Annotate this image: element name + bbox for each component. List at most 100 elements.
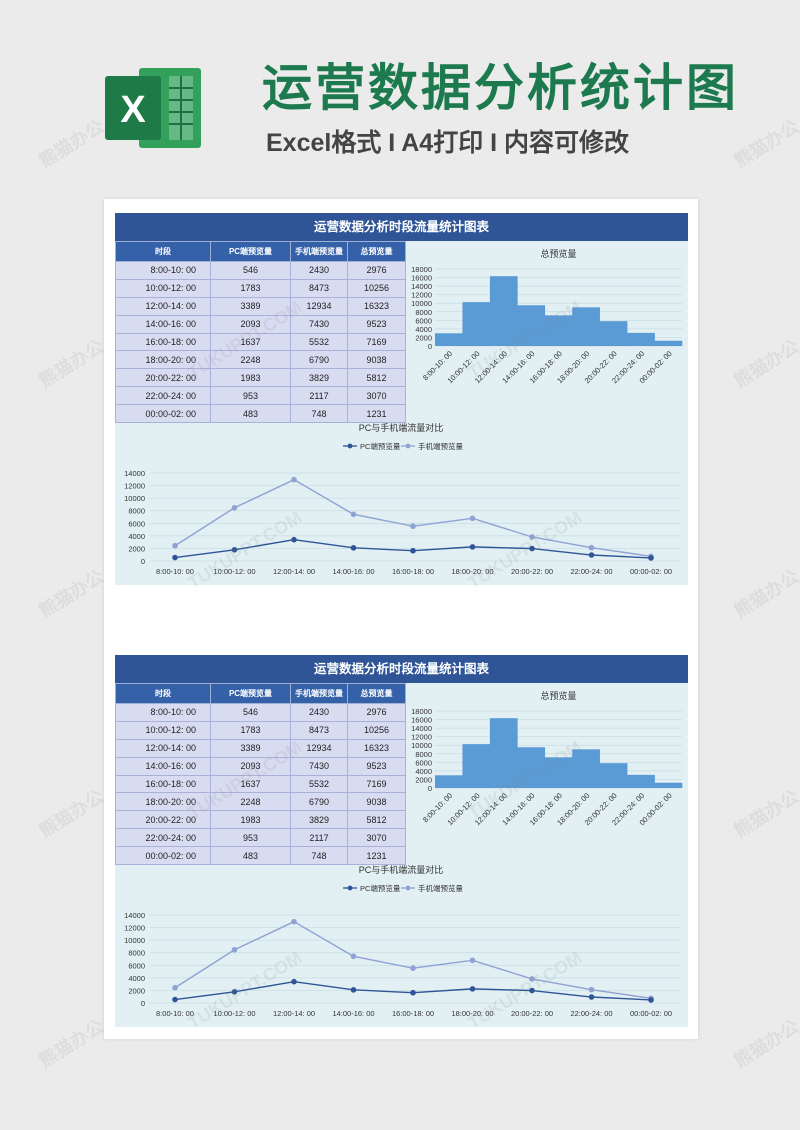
data-point [588, 552, 595, 558]
y-tick-label: 14000 [124, 469, 145, 478]
y-tick-label: 10000 [411, 741, 432, 750]
table-row: 18:00-20: 00 2248 6790 9038 [115, 350, 406, 370]
table-cell: 748 [290, 404, 348, 424]
x-tick-label: 14:00-16: 00 [332, 1009, 374, 1018]
table-cell: 12:00-14: 00 [115, 296, 211, 316]
legend-marker [405, 885, 411, 891]
data-point [172, 984, 178, 991]
table-cell: 7169 [347, 774, 406, 794]
y-tick-label: 14000 [124, 911, 145, 920]
histogram-bar [462, 744, 491, 788]
data-table: 时段 PC端预览量 手机端预览量 总预览量 8:00-10: 00 546 2430 297… [115, 241, 406, 424]
histogram-bar [627, 332, 655, 346]
data-point [350, 987, 357, 993]
x-tick-label: 18:00-20: 00 [451, 1009, 493, 1018]
watermark: 熊猫办公 [730, 1016, 800, 1072]
data-point [410, 523, 416, 530]
data-point [529, 987, 535, 994]
legend-item: 手机端预览量 [401, 883, 463, 893]
legend-label: PC端预览量 [360, 441, 401, 451]
series-line [174, 920, 652, 999]
y-tick-label: 4000 [128, 532, 145, 541]
table-row: 14:00-16: 00 2093 7430 9523 [115, 314, 406, 334]
table-cell: 2976 [347, 703, 406, 722]
watermark: 熊猫办公 [35, 566, 108, 622]
y-tick-label: 6000 [415, 758, 432, 767]
x-tick-label: 16:00-18: 00 [392, 1009, 434, 1018]
table-row: 12:00-14: 00 3389 12934 16323 [115, 738, 406, 758]
legend-marker [347, 443, 353, 449]
watermark: 熊猫办公 [730, 116, 800, 172]
data-point [231, 988, 238, 995]
table-cell: 14:00-16: 00 [115, 314, 211, 334]
x-tick-label: 16:00-18: 00 [392, 567, 434, 576]
table-cell: 953 [210, 828, 291, 848]
histogram-bar [544, 315, 573, 346]
table-cell: 6790 [290, 350, 348, 370]
table-cell: 1783 [210, 278, 291, 298]
table-cell: 16323 [347, 296, 406, 316]
table-cell: 10256 [347, 720, 406, 740]
watermark: 熊猫办公 [730, 566, 800, 622]
table-cell: 1637 [210, 774, 291, 794]
y-tick-label: 0 [141, 557, 145, 566]
table-row: 16:00-18: 00 1637 5532 7169 [115, 774, 406, 794]
histogram-chart: 总预览量 020004000600080001000012000140001600… [411, 690, 683, 827]
table-cell: 3829 [290, 368, 348, 388]
histogram-bar [654, 340, 683, 346]
data-point [350, 545, 357, 551]
x-tick-label: 12:00-14: 00 [273, 567, 315, 576]
legend-marker [347, 885, 353, 891]
watermark: 熊猫办公 [730, 336, 800, 392]
legend-marker [405, 443, 411, 449]
data-point [231, 946, 238, 953]
y-tick-label: 12000 [411, 733, 432, 742]
table-cell: 7169 [347, 332, 406, 352]
x-tick-label: 10:00-12: 00 [213, 1009, 255, 1018]
watermark: 熊猫办公 [730, 786, 800, 842]
table-cell: 6790 [290, 792, 348, 812]
legend-label: 手机端预览量 [418, 441, 463, 451]
y-tick-label: 2000 [415, 333, 432, 342]
x-tick-label: 00:00-02: 00 [630, 567, 672, 576]
y-tick-label: 16000 [411, 274, 432, 283]
table-cell: 9038 [347, 792, 406, 812]
y-tick-label: 4000 [415, 325, 432, 334]
table-cell: 748 [290, 846, 348, 866]
table-row: 8:00-10: 00 546 2430 2976 [115, 261, 406, 280]
y-tick-label: 0 [428, 342, 432, 351]
table-header-row: 时段 PC端预览量 手机端预览量 总预览量 [115, 683, 406, 704]
excel-logo-icon: X [105, 68, 201, 148]
table-cell: 3829 [290, 810, 348, 830]
y-tick-label: 8000 [415, 308, 432, 317]
table-cell: 9523 [347, 756, 406, 776]
data-point [350, 953, 357, 960]
table-row: 18:00-20: 00 2248 6790 9038 [115, 792, 406, 812]
line-chart: PC与手机端流量对比 PC端预览量 手机端预览量 0 2000 4000 6000 8000 1… [124, 422, 680, 576]
table-cell: 2117 [290, 386, 348, 406]
y-tick-label: 10000 [124, 936, 145, 945]
y-tick-label: 16000 [411, 716, 432, 725]
x-tick-label: 20:00-22: 00 [511, 567, 553, 576]
column-header: PC端预览量 [210, 683, 291, 704]
table-cell: 22:00-24: 00 [115, 828, 211, 848]
y-tick-label: 0 [141, 999, 145, 1008]
table-row: 12:00-14: 00 3389 12934 16323 [115, 296, 406, 316]
data-point [172, 554, 178, 561]
histogram-bar [435, 333, 463, 346]
y-tick-label: 6000 [415, 316, 432, 325]
data-point [588, 544, 595, 551]
table-cell: 2430 [290, 261, 348, 280]
y-tick-label: 8000 [128, 507, 145, 516]
chart-title: PC与手机端流量对比 [359, 422, 444, 433]
y-tick-label: 10000 [124, 494, 145, 503]
histogram-bar [544, 757, 573, 788]
histogram-bar [462, 302, 491, 346]
legend-item: PC端预览量 [343, 883, 401, 893]
histogram-bar [489, 718, 518, 788]
histogram-bar [599, 321, 628, 346]
data-point [469, 544, 476, 550]
data-point [469, 957, 476, 964]
table-cell: 9038 [347, 350, 406, 370]
table-cell: 8473 [290, 720, 348, 740]
